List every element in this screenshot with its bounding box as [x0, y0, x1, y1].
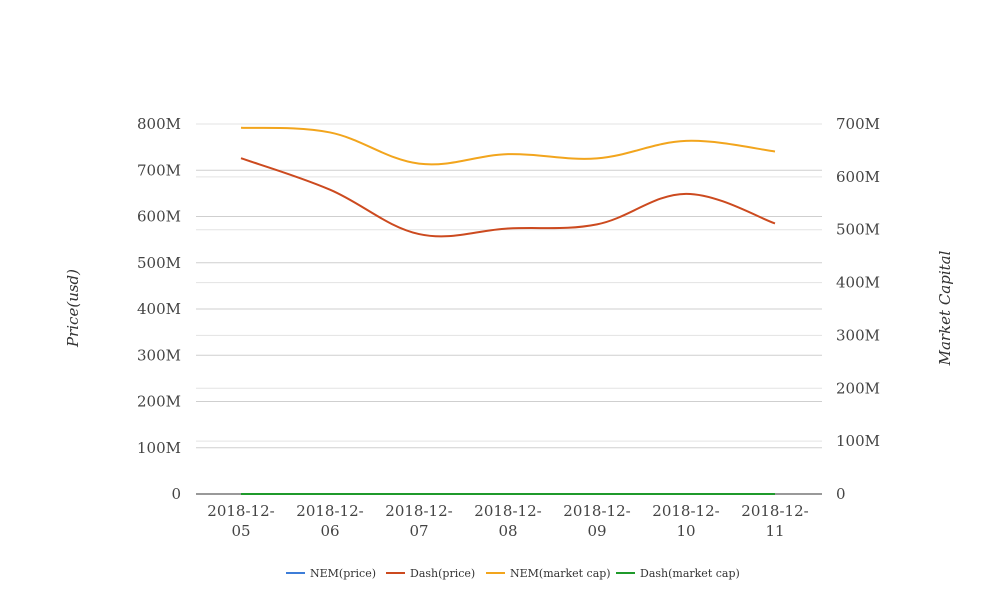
legend-label: Dash(market cap)	[640, 567, 740, 580]
x-tick-label: 2018-12-07	[385, 502, 452, 540]
legend-item-dash-price[interactable]: Dash(price)	[386, 567, 475, 580]
y-tick-label: 0	[171, 485, 181, 503]
y-tick-label: 300M	[137, 346, 181, 364]
y-tick-label: 500M	[137, 254, 181, 272]
legend-label: NEM(price)	[310, 567, 376, 580]
y2-tick-label: 0	[836, 485, 846, 503]
y-tick-label: 200M	[137, 393, 181, 411]
legend-item-nem-market-cap[interactable]: NEM(market cap)	[486, 567, 611, 580]
y-tick-label: 800M	[137, 115, 181, 133]
y2-tick-label: 200M	[836, 379, 880, 397]
y-axis-right-title: Market Capital	[936, 250, 954, 366]
y2-tick-label: 100M	[836, 432, 880, 450]
y-axis-left-title: Price(usd)	[64, 269, 82, 348]
legend-label: NEM(market cap)	[510, 567, 611, 580]
x-axis-ticks: 2018-12-05 2018-12-06 2018-12-07 2018-12-08…	[207, 502, 808, 540]
y-tick-label: 600M	[137, 208, 181, 226]
y-tick-label: 400M	[137, 300, 181, 318]
y2-tick-label: 600M	[836, 168, 880, 186]
y2-tick-label: 400M	[836, 274, 880, 292]
series-line-dash-price	[240, 157, 776, 238]
legend-item-nem-price[interactable]: NEM(price)	[286, 567, 376, 580]
y2-tick-label: 500M	[836, 221, 880, 239]
x-tick-label: 2018-12-09	[563, 502, 630, 540]
series-line-nem-market-cap	[240, 126, 776, 166]
y-tick-label: 700M	[137, 161, 181, 179]
y-tick-label: 100M	[137, 439, 181, 457]
x-tick-label: 2018-12-10	[652, 502, 719, 540]
x-tick-label: 2018-12-05	[207, 502, 274, 540]
x-tick-label: 2018-12-06	[296, 502, 363, 540]
grid-lines	[196, 123, 822, 449]
x-tick-label: 2018-12-08	[474, 502, 541, 540]
series-lines	[240, 126, 776, 496]
y2-tick-label: 700M	[836, 115, 880, 133]
legend-label: Dash(price)	[410, 567, 475, 580]
legend: NEM(price) Dash(price) NEM(market cap) Dash…	[286, 567, 740, 580]
y-axis-left-ticks: 0 100M 200M 300M 400M 500M 600M 700M 800M	[137, 115, 181, 503]
legend-item-dash-market-cap[interactable]: Dash(market cap)	[616, 567, 740, 580]
y2-tick-label: 300M	[836, 326, 880, 344]
x-tick-label: 2018-12-11	[741, 502, 808, 540]
y-axis-right-ticks: 0 100M 200M 300M 400M 500M 600M 700M	[836, 115, 880, 503]
